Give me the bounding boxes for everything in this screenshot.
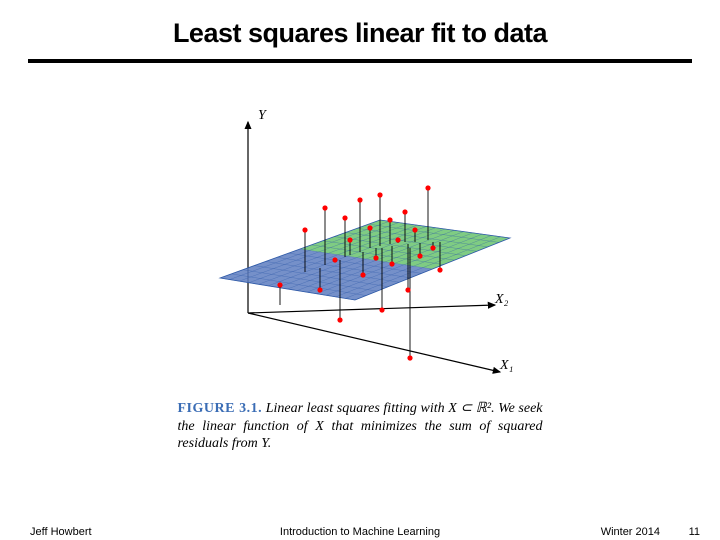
axis-label-y: Y (258, 108, 266, 124)
axis-label-x1: X₁ (500, 358, 513, 374)
figure-3d-scatter: Y X₂ X₁ (170, 100, 550, 400)
slide-title: Least squares linear fit to data (0, 0, 720, 49)
footer-page-number: 11 (689, 526, 700, 538)
figure-caption-label: FIGURE 3.1. (178, 401, 263, 416)
footer-term: Winter 2014 (601, 526, 660, 538)
slide: Least squares linear fit to data Y X₂ X₁… (0, 0, 720, 540)
axis-label-x2: X₂ (495, 292, 508, 308)
title-rule (28, 59, 692, 63)
figure-caption: FIGURE 3.1. Linear least squares fitting… (178, 400, 543, 453)
figure-svg (170, 100, 550, 400)
